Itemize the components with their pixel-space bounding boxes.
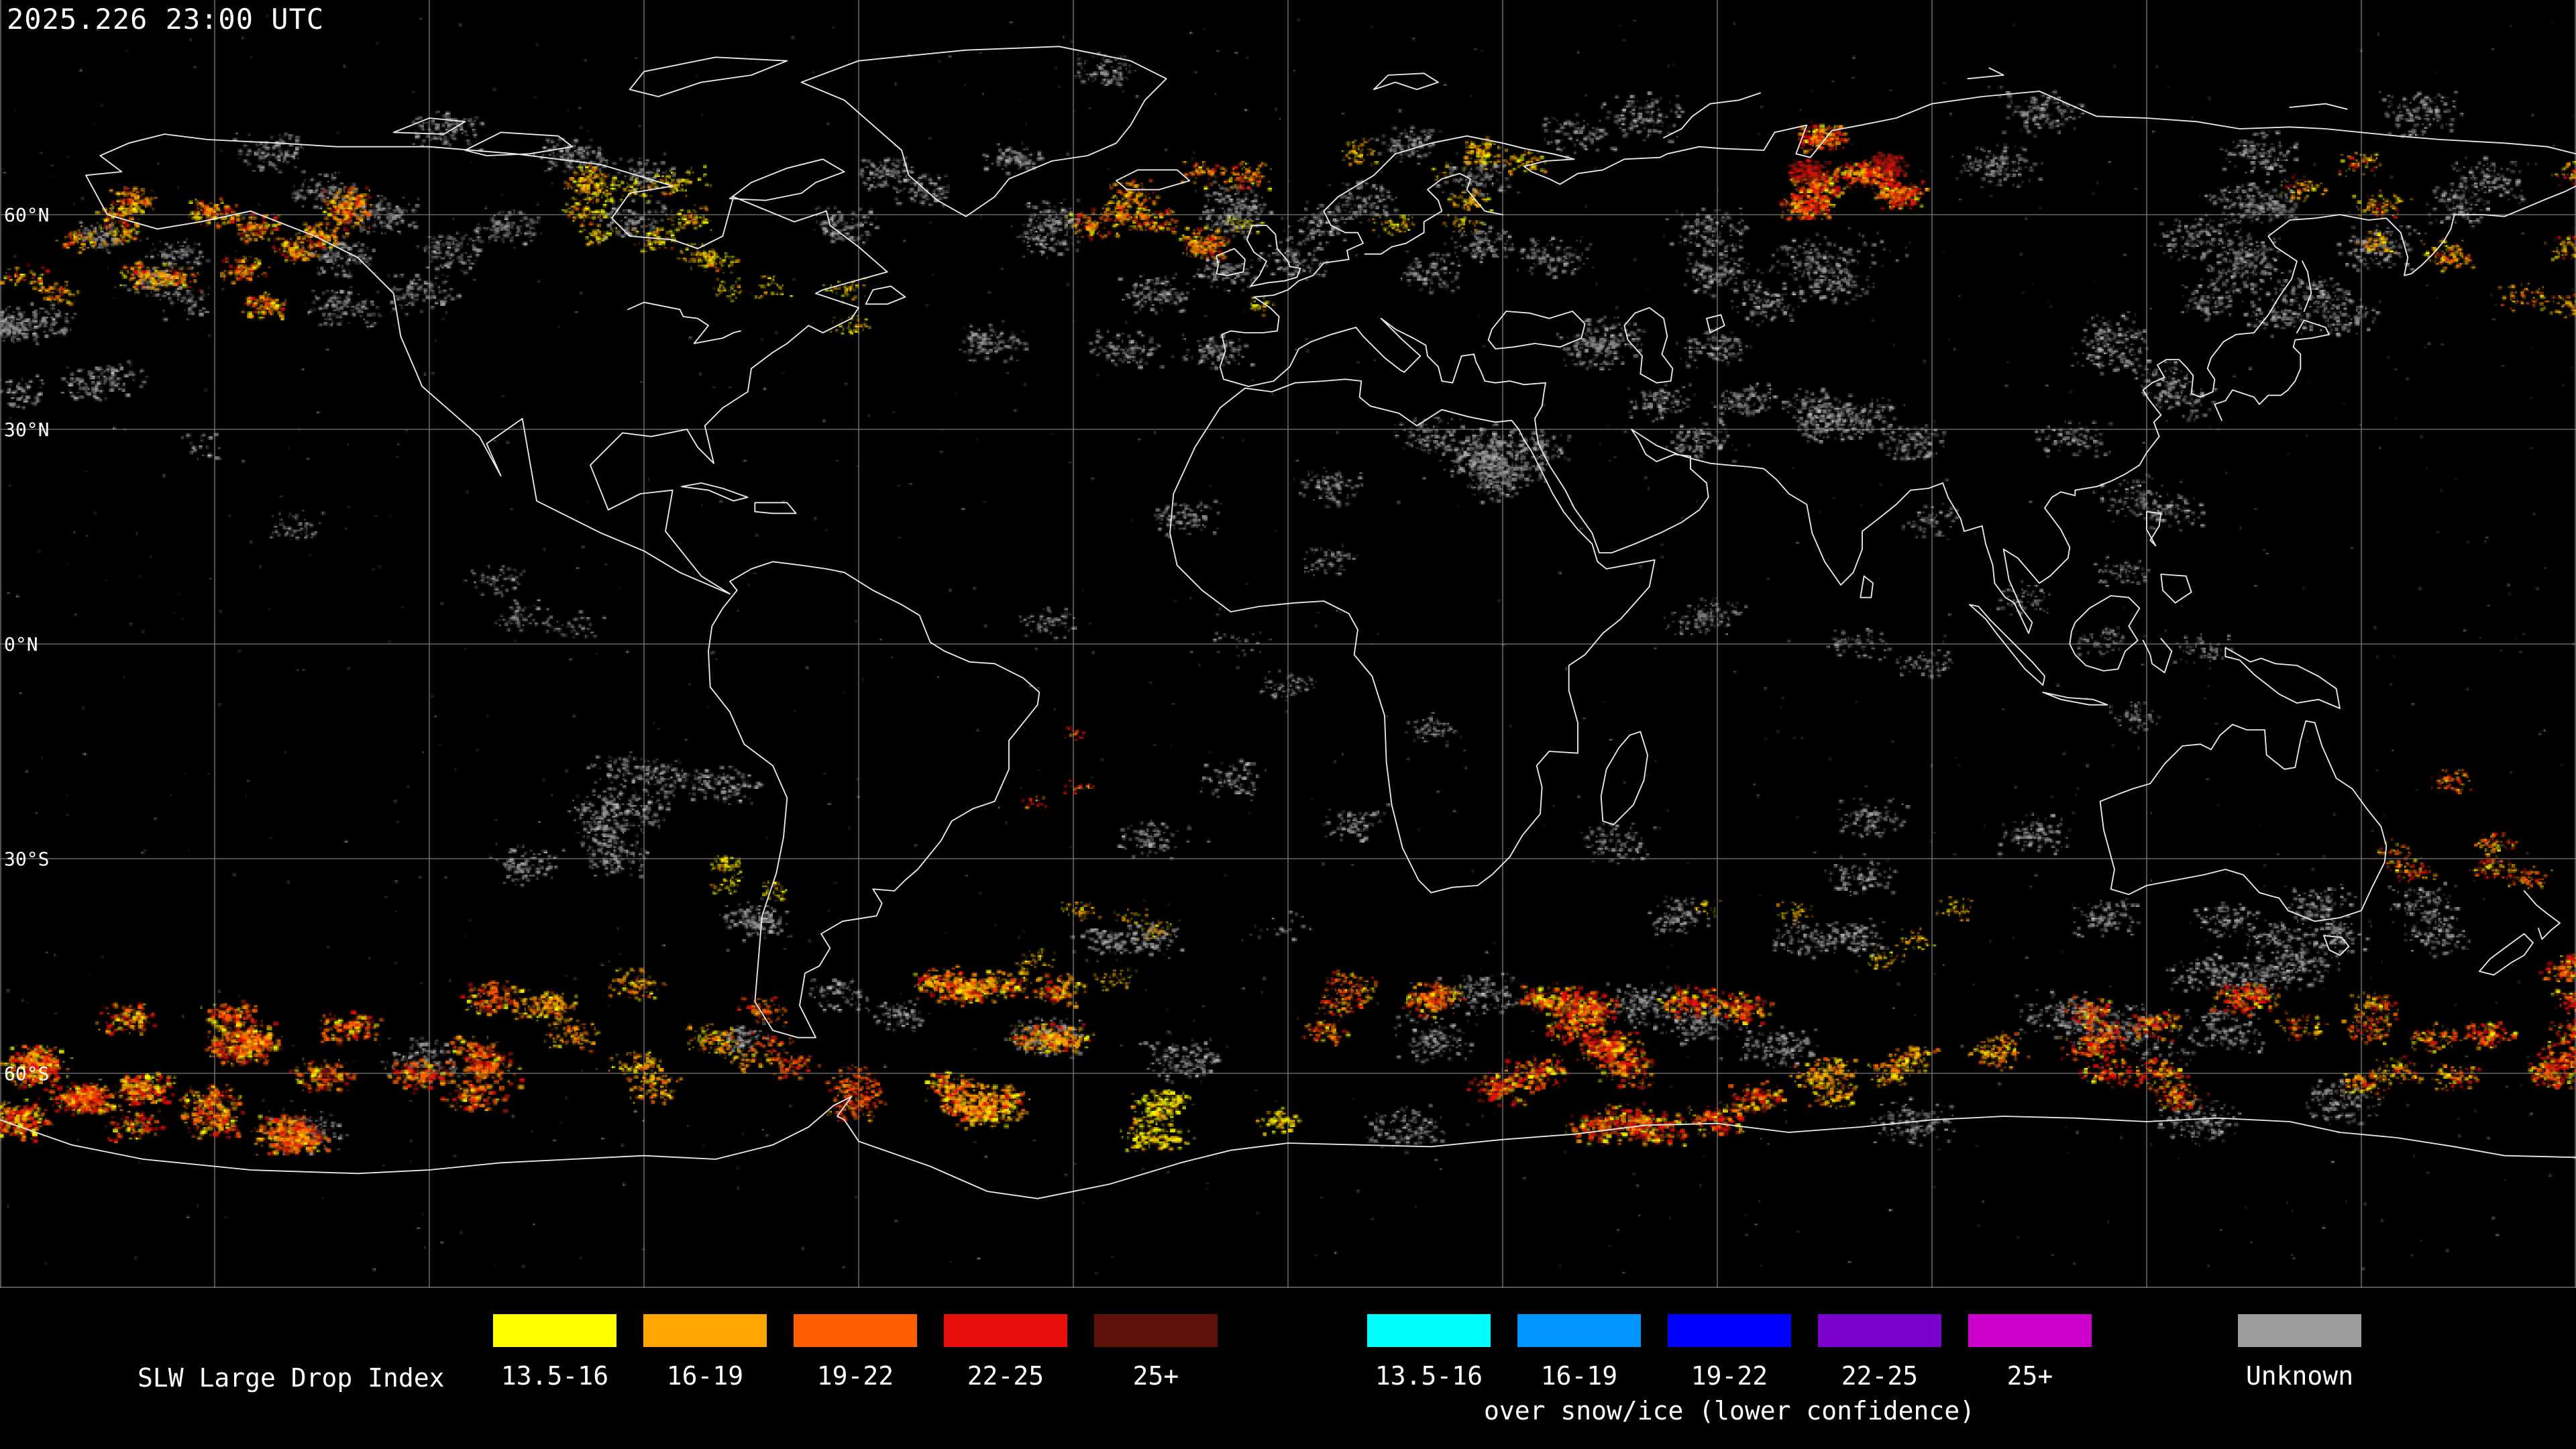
legend-swatch-label: 25+ <box>1132 1361 1179 1391</box>
lat-label-30s: 30°S <box>4 848 50 870</box>
legend-swatch-label: 16-19 <box>1540 1361 1618 1391</box>
legend-swatch <box>1517 1314 1641 1347</box>
world-map: 2025.226 23:00 UTC 60°N 30°N 0°N 30°S 60… <box>0 0 2576 1288</box>
legend-swatch <box>944 1314 1067 1347</box>
legend-swatch <box>1818 1314 1941 1347</box>
snow-ice-scale-group: 13.5-16 16-19 19-22 22-25 25+ <box>1367 1314 2092 1389</box>
legend-swatch-label: 25+ <box>2006 1361 2053 1391</box>
unknown-group: Unknown <box>2238 1314 2361 1389</box>
legend-swatch-label: 19-22 <box>816 1361 894 1391</box>
legend-swatch <box>493 1314 616 1347</box>
legend-swatch <box>794 1314 917 1347</box>
unknown-swatch <box>2238 1314 2361 1347</box>
snow-ice-caption: over snow/ice (lower confidence) <box>1483 1396 1976 1426</box>
legend-swatch-label: 13.5-16 <box>1375 1361 1483 1391</box>
legend: SLW Large Drop Index 13.5-16 16-19 19-22… <box>0 1288 2576 1449</box>
legend-swatch <box>1968 1314 2092 1347</box>
legend-swatch <box>1094 1314 1218 1347</box>
legend-swatch <box>643 1314 767 1347</box>
unknown-label: Unknown <box>2245 1361 2354 1391</box>
lat-label-0n: 0°N <box>4 633 38 655</box>
lat-label-60n: 60°N <box>4 204 50 226</box>
lat-label-60s: 60°S <box>4 1063 50 1085</box>
legend-swatch <box>1668 1314 1791 1347</box>
legend-swatch-label: 13.5-16 <box>500 1361 609 1391</box>
legend-swatch-label: 16-19 <box>666 1361 744 1391</box>
slw-scale-group: 13.5-16 16-19 19-22 22-25 25+ <box>493 1314 1218 1389</box>
lat-label-30n: 30°N <box>4 419 50 441</box>
legend-swatch <box>1367 1314 1491 1347</box>
legend-swatch-label: 22-25 <box>1841 1361 1919 1391</box>
legend-title: SLW Large Drop Index <box>138 1363 445 1393</box>
legend-swatch-label: 19-22 <box>1690 1361 1768 1391</box>
legend-swatch-label: 22-25 <box>967 1361 1044 1391</box>
timestamp-label: 2025.226 23:00 UTC <box>7 3 325 36</box>
slw-speckle-canvas <box>0 0 2576 1288</box>
